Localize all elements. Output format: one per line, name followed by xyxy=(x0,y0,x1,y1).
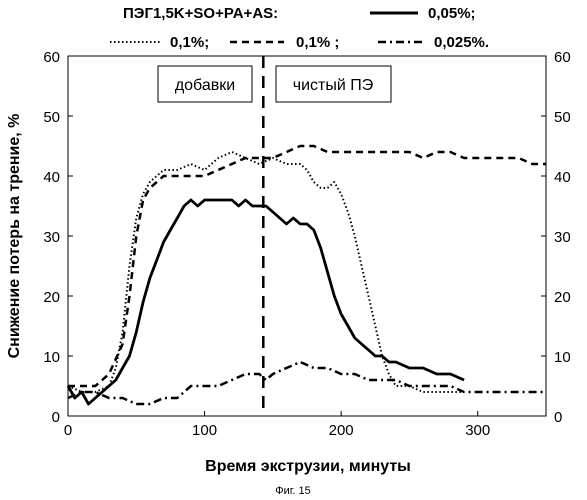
y-left-tick-label: 20 xyxy=(43,289,60,306)
annotation-pure-pe-text: чистый ПЭ xyxy=(293,77,373,94)
x-axis-title: Время экструзии, минуты xyxy=(205,458,411,475)
y-right-tick-label: 20 xyxy=(554,289,571,306)
y-left-tick-label: 30 xyxy=(43,229,60,246)
y-right-tick-label: 50 xyxy=(554,109,571,126)
y-left-tick-label: 50 xyxy=(43,109,60,126)
ticks-layer: 0 100 200 300 0 10 20 30 40 50 60 0 10 20 30 40 50 60 xyxy=(43,49,570,439)
y-axis-title: Снижение потерь на трение, % xyxy=(6,114,23,359)
y-right-tick-label: 30 xyxy=(554,229,571,246)
y-right-tick-label: 10 xyxy=(554,349,571,366)
series-layer xyxy=(68,146,546,404)
legend-label-1: 0,1%; xyxy=(170,34,209,51)
y-right-tick-label: 0 xyxy=(554,409,562,426)
series-line-dashed xyxy=(68,146,546,386)
annotation-additives: добавки xyxy=(158,66,252,102)
legend-label-2: 0,1% ; xyxy=(296,34,339,51)
annotation-additives-text: добавки xyxy=(175,77,235,94)
figure-caption: Фиг. 15 xyxy=(275,485,311,497)
x-tick-label: 300 xyxy=(465,422,490,439)
y-left-tick-label: 40 xyxy=(43,169,60,186)
plot-frame xyxy=(68,56,546,416)
y-right-tick-label: 60 xyxy=(554,49,571,66)
y-left-tick-label: 60 xyxy=(43,49,60,66)
legend: ПЭГ1,5K+SO+PA+AS: 0,05%; 0,1%; 0,1% ; 0,… xyxy=(110,5,489,51)
y-left-tick-label: 10 xyxy=(43,349,60,366)
legend-label-0: 0,05%; xyxy=(428,5,476,22)
y-right-tick-label: 40 xyxy=(554,169,571,186)
series-line-dashdot xyxy=(68,362,546,404)
x-tick-label: 200 xyxy=(329,422,354,439)
x-tick-label: 100 xyxy=(192,422,217,439)
y-left-tick-label: 0 xyxy=(52,409,60,426)
series-line-dotted xyxy=(68,152,464,392)
annotation-pure-pe: чистый ПЭ xyxy=(276,66,391,102)
legend-prefix: ПЭГ1,5K+SO+PA+AS: xyxy=(123,5,278,22)
legend-label-3: 0,025%. xyxy=(434,34,489,51)
x-tick-label: 0 xyxy=(64,422,72,439)
